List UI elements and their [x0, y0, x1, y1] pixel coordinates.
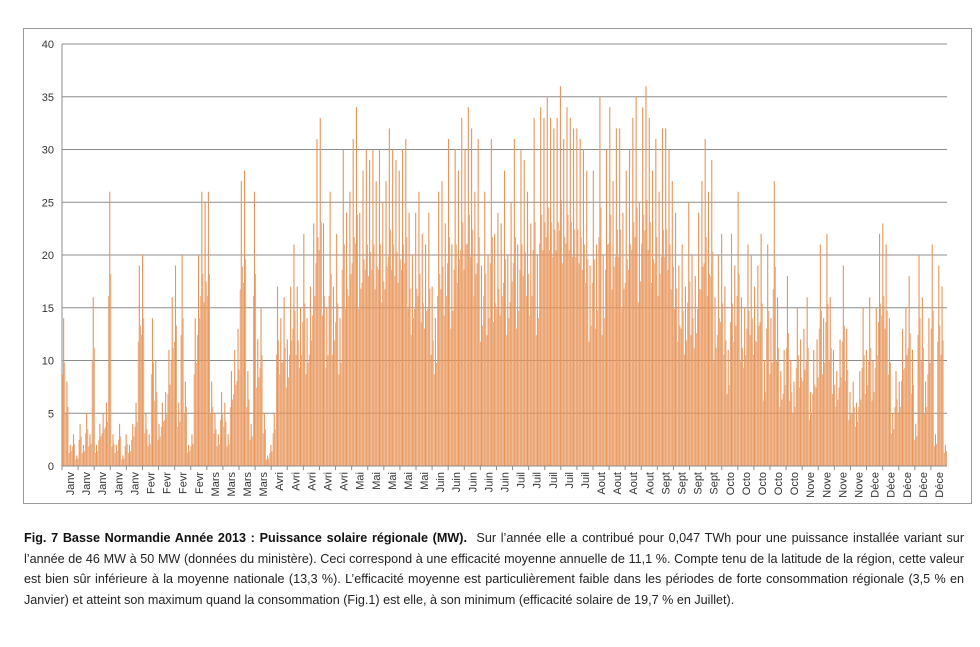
x-tick-label: Janv: [81, 472, 93, 496]
x-tick-label: Déce: [886, 472, 898, 498]
x-tick-label: Nove: [837, 472, 849, 498]
x-tick-label: Aout: [612, 472, 624, 495]
x-tick-label: Octo: [773, 472, 785, 495]
x-tick-label: Janv: [129, 472, 141, 496]
x-tick-label: Avri: [290, 472, 302, 491]
x-tick-label: Aout: [644, 472, 656, 495]
figure-caption: Fig. 7 Basse Normandie Année 2013 : Puis…: [24, 528, 964, 610]
x-tick-label: Mai: [419, 472, 431, 490]
caption-title: Fig. 7 Basse Normandie Année 2013 : Puis…: [24, 531, 467, 545]
x-tick-label: Mai: [387, 472, 399, 490]
x-tick-label: Avri: [323, 472, 335, 491]
x-tick-label: Mai: [355, 472, 367, 490]
x-tick-label: Octo: [741, 472, 753, 495]
x-tick-label: Janv: [113, 472, 125, 496]
y-tick-label: 35: [42, 92, 54, 104]
chart-frame: 0 5 10 15 20 25 30 35 40 Janv Janv Janv Janv Janv Fevr…: [23, 28, 972, 504]
x-tick-label: Aout: [596, 472, 608, 495]
x-tick-label: Déce: [918, 472, 930, 498]
y-tick-label: 15: [42, 303, 54, 315]
x-tick-label: Juin: [435, 472, 447, 492]
x-tick-label: Aout: [628, 472, 640, 495]
x-tick-label: Sept: [677, 472, 689, 495]
caption-body: Sur l’année elle a contribué pour 0,047 …: [24, 531, 965, 607]
x-tick-label: Juil: [516, 472, 528, 489]
series-solar-power: [62, 86, 947, 466]
y-tick-label: 30: [42, 145, 54, 157]
x-tick-label: Fevr: [194, 472, 206, 494]
x-tick-label: Fevr: [178, 472, 190, 494]
x-tick-label: Juin: [500, 472, 512, 492]
x-tick-label: Juil: [532, 472, 544, 489]
x-tick-label: Sept: [693, 472, 705, 495]
x-tick-label: Juil: [564, 472, 576, 489]
y-tick-label: 25: [42, 197, 54, 209]
x-tick-label: Mai: [371, 472, 383, 490]
solar-power-chart: 0 5 10 15 20 25 30 35 40 Janv Janv Janv Janv Janv Fevr…: [42, 39, 947, 498]
y-tick-label: 5: [48, 408, 54, 420]
x-tick-label: Octo: [725, 472, 737, 495]
x-tick-label: Juil: [580, 472, 592, 489]
y-tick-label: 10: [42, 356, 54, 368]
y-tick-label: 20: [42, 250, 54, 262]
x-tick-label: Mai: [403, 472, 415, 490]
x-tick-label: Mars: [210, 472, 222, 497]
x-tick-label: Déce: [902, 472, 914, 498]
x-tick-label: Fevr: [162, 472, 174, 494]
x-tick-label: Octo: [757, 472, 769, 495]
x-tick-label: Avri: [274, 472, 286, 491]
x-tick-label: Juin: [483, 472, 495, 492]
x-tick-label: Janv: [65, 472, 77, 496]
x-tick-label: Avri: [339, 472, 351, 491]
x-tick-label: Juin: [467, 472, 479, 492]
y-tick-label: 0: [48, 461, 54, 473]
x-tick-label: Déce: [934, 472, 946, 498]
x-tick-label: Mars: [226, 472, 238, 497]
x-tick-label: Mars: [242, 472, 254, 497]
y-tick-label: 40: [42, 39, 54, 51]
x-tick-label: Octo: [789, 472, 801, 495]
x-tick-label: Juil: [548, 472, 560, 489]
x-tick-label: Sept: [709, 472, 721, 495]
x-tick-label: Mars: [258, 472, 270, 497]
x-tick-label: Nove: [805, 472, 817, 498]
x-tick-label: Nove: [821, 472, 833, 498]
x-tick-label: Juin: [451, 472, 463, 492]
x-tick-label: Janv: [97, 472, 109, 496]
x-tick-label: Fevr: [146, 472, 158, 494]
x-tick-label: Sept: [660, 472, 672, 495]
x-tick-label: Déce: [870, 472, 882, 498]
x-tick-label: Avri: [306, 472, 318, 491]
x-tick-label: Nove: [854, 472, 866, 498]
